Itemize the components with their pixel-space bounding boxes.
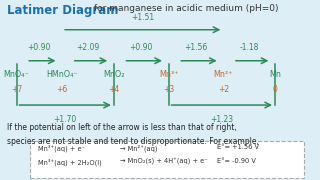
Text: +1.56: +1.56 [184,43,208,52]
Text: +1.70: +1.70 [53,115,77,124]
Text: +0.90: +0.90 [28,43,51,52]
Text: -1.18: -1.18 [239,43,259,52]
Text: E°= +1.56 V: E°= +1.56 V [217,144,259,150]
Text: +0.90: +0.90 [130,43,153,52]
Text: Mn²⁺: Mn²⁺ [213,69,233,78]
Text: +1.51: +1.51 [131,13,154,22]
Text: species are not stable and tend to disproportionate. For example,: species are not stable and tend to dispr… [7,137,259,146]
FancyBboxPatch shape [30,141,304,178]
Text: Mn: Mn [269,69,281,78]
Text: HMnO₄⁻: HMnO₄⁻ [46,69,78,78]
Text: +7: +7 [11,85,22,94]
Text: +2.09: +2.09 [76,43,100,52]
Text: MnO₄⁻: MnO₄⁻ [4,69,29,78]
Text: If the potential on left of the arrow is less than that of right,: If the potential on left of the arrow is… [7,123,237,132]
Text: E°= -0.90 V: E°= -0.90 V [217,158,256,164]
Text: → MnO₂(s) + 4H⁺(aq) + e⁻: → MnO₂(s) + 4H⁺(aq) + e⁻ [120,158,208,165]
Text: Latimer Diagram: Latimer Diagram [7,4,119,17]
Text: for manganese in acidic medium (pH=0): for manganese in acidic medium (pH=0) [91,4,278,13]
Text: +2: +2 [218,85,229,94]
Text: Mn³⁺(aq) + 2H₂O(l): Mn³⁺(aq) + 2H₂O(l) [38,158,101,166]
Text: +4: +4 [108,85,119,94]
Text: +6: +6 [57,85,68,94]
Text: MnO₂: MnO₂ [103,69,124,78]
Text: → Mn²⁺(aq): → Mn²⁺(aq) [120,144,157,152]
Text: +1.23: +1.23 [210,115,233,124]
Text: 0: 0 [273,85,277,94]
Text: Mn³⁺: Mn³⁺ [159,69,178,78]
Text: +3: +3 [163,85,174,94]
Text: Mn³⁺(aq) + e⁻: Mn³⁺(aq) + e⁻ [38,144,85,152]
